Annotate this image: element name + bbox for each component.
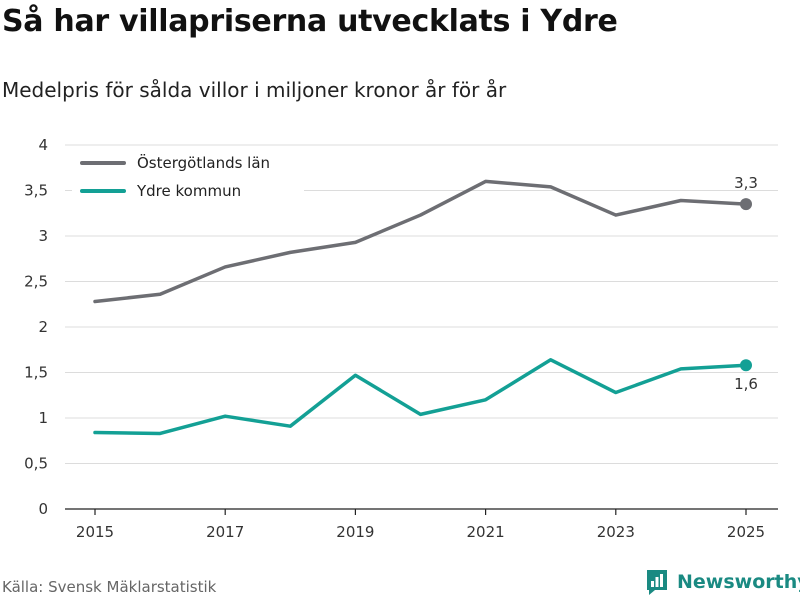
y-tick-label: 2 <box>38 318 48 336</box>
y-tick-label: 3,5 <box>24 182 48 200</box>
series-end-marker-1 <box>740 359 752 372</box>
y-tick-label: 0 <box>38 500 48 518</box>
legend-label-1: Ydre kommun <box>136 182 241 200</box>
x-tick-label: 2015 <box>76 523 114 541</box>
brand-logo: Newsworthy <box>645 568 800 596</box>
series-line-1 <box>93 358 748 436</box>
x-tick-label: 2021 <box>467 523 505 541</box>
y-tick-label: 4 <box>38 136 48 154</box>
y-tick-label: 1 <box>38 409 48 427</box>
x-tick-label: 2019 <box>336 523 374 541</box>
legend-background <box>72 150 304 208</box>
brand-name: Newsworthy <box>677 571 800 593</box>
y-tick-label: 2,5 <box>24 273 48 291</box>
x-tick-label: 2023 <box>597 523 635 541</box>
legend-label-0: Östergötlands län <box>137 153 270 172</box>
source-note: Källa: Svensk Mäklarstatistik <box>2 578 217 596</box>
newsworthy-logo-icon <box>647 570 667 595</box>
y-tick-label: 1,5 <box>24 364 48 382</box>
series-line-0 <box>93 179 748 304</box>
series-end-marker-0 <box>740 198 752 211</box>
end-value-label-1: 1,6 <box>734 375 758 393</box>
y-tick-label: 0,5 <box>24 455 48 473</box>
y-tick-label: 3 <box>38 227 48 245</box>
x-tick-label: 2025 <box>727 523 765 541</box>
end-value-label-0: 3,3 <box>734 174 758 192</box>
chart-subtitle: Medelpris för sålda villor i miljoner kr… <box>2 78 507 102</box>
x-tick-label: 2017 <box>206 523 244 541</box>
chart-title: Så har villapriserna utvecklats i Ydre <box>2 4 618 39</box>
